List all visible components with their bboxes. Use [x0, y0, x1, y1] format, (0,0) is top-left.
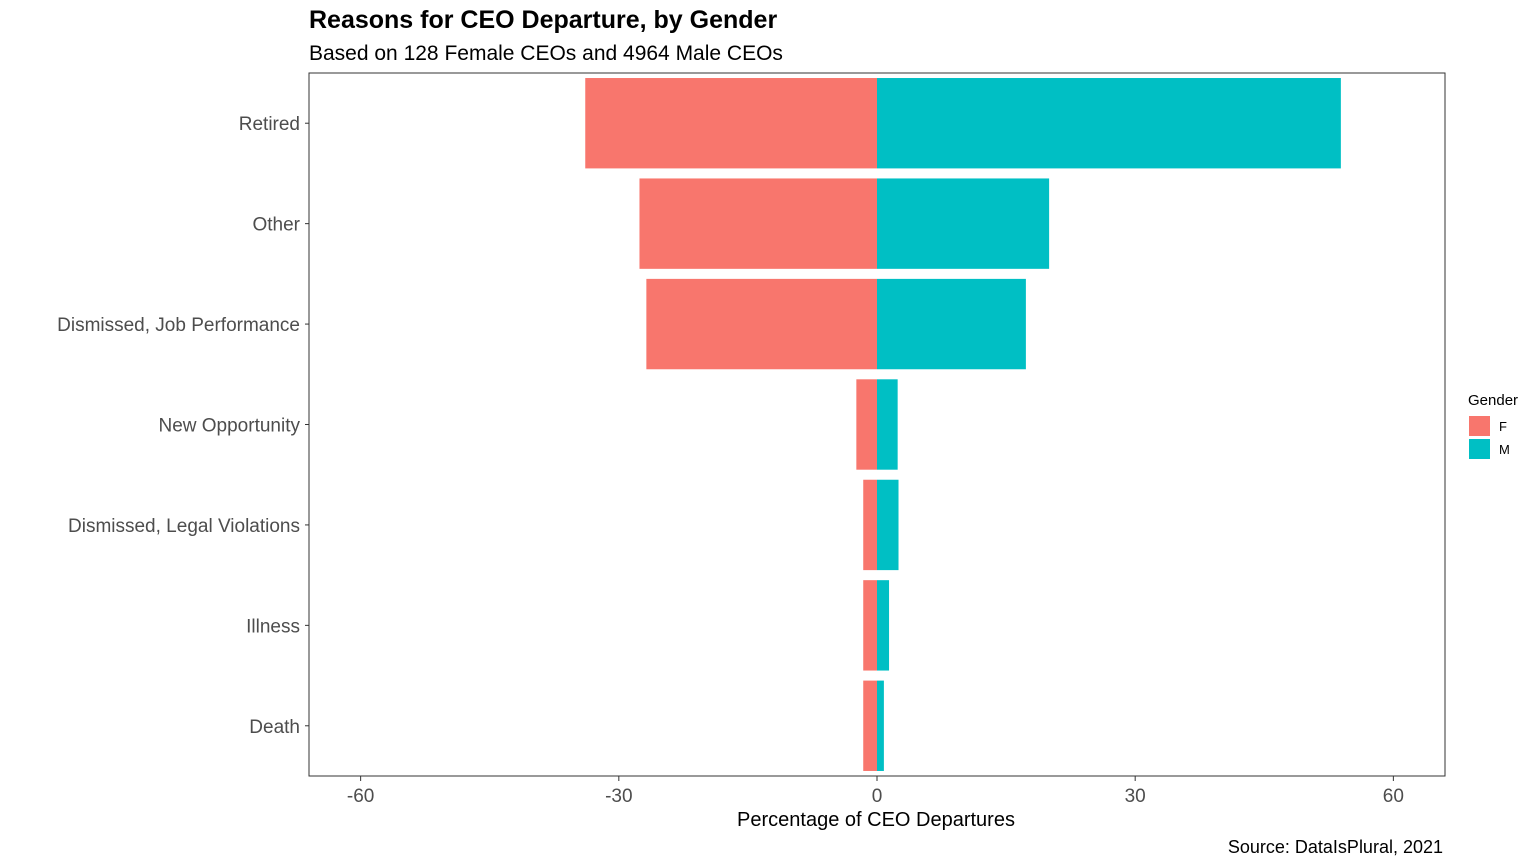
bar-f-2: [646, 278, 877, 370]
bar-f-6: [863, 680, 877, 771]
bar-m-5: [877, 580, 890, 671]
legend-title: Gender: [1468, 392, 1518, 409]
category-label: Dismissed, Job Performance: [57, 315, 300, 336]
x-tick-label: 30: [1125, 786, 1146, 807]
bar-f-5: [863, 580, 877, 671]
x-tick-label: 60: [1383, 786, 1404, 807]
bar-f-4: [863, 479, 877, 571]
category-label: New Opportunity: [158, 416, 300, 437]
bar-f-1: [639, 178, 877, 269]
bar-m-6: [877, 680, 884, 771]
x-tick-label: -60: [347, 786, 374, 807]
chart-title: Reasons for CEO Departure, by Gender: [309, 6, 777, 34]
category-label: Other: [252, 215, 300, 236]
chart-subtitle: Based on 128 Female CEOs and 4964 Male C…: [309, 42, 783, 65]
legend-key-f: [1469, 416, 1490, 436]
category-label: Dismissed, Legal Violations: [68, 516, 300, 537]
bar-f-3: [856, 379, 877, 470]
x-axis: -60 -30 0 30 60: [347, 776, 1404, 807]
legend-label-f: F: [1499, 419, 1507, 434]
legend: Gender FM: [1468, 392, 1518, 459]
bar-m-4: [877, 479, 899, 571]
chart-caption: Source: DataIsPlural, 2021: [1228, 837, 1443, 857]
bar-f-0: [585, 78, 877, 169]
category-axis: Retired Other Dismissed, Job Performance Ne…: [57, 114, 309, 738]
category-label: Illness: [246, 616, 300, 637]
x-axis-title: Percentage of CEO Departures: [737, 809, 1015, 831]
bar-m-1: [877, 178, 1050, 269]
legend-key-m: [1469, 439, 1490, 459]
category-label: Retired: [239, 114, 300, 135]
x-tick-label: 0: [872, 786, 883, 807]
x-tick-label: -30: [605, 786, 632, 807]
bar-m-0: [877, 78, 1341, 169]
category-label: Death: [249, 717, 300, 738]
bar-m-2: [877, 278, 1026, 370]
legend-label-m: M: [1499, 442, 1510, 457]
bar-m-3: [877, 379, 898, 470]
bars-layer: [585, 78, 1341, 771]
